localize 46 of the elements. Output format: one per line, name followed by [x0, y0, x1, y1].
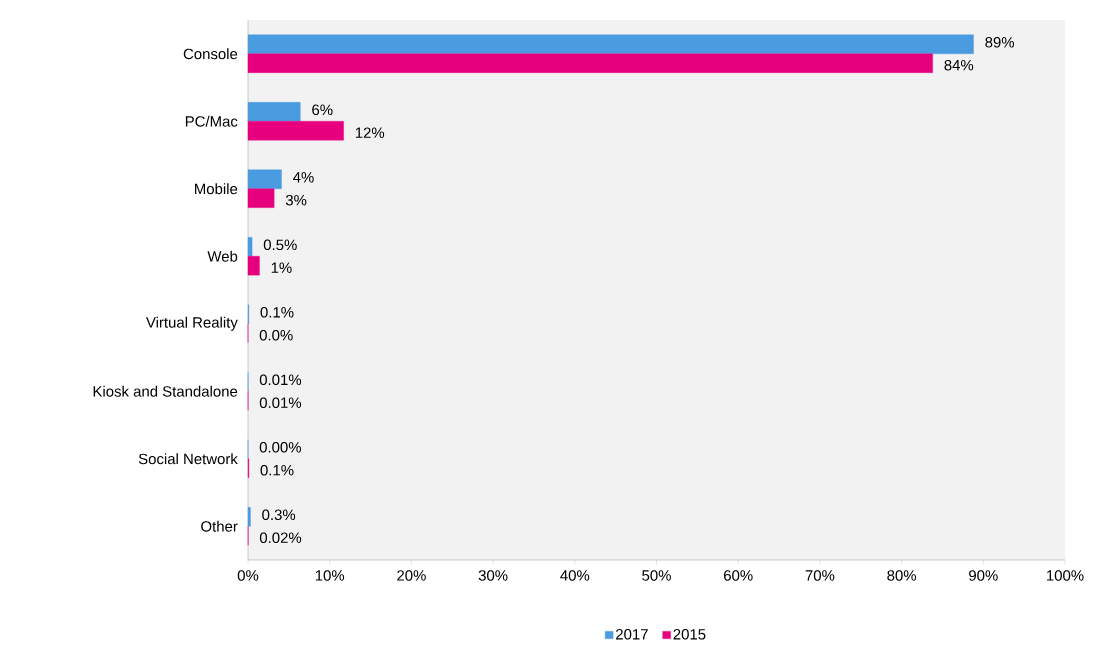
legend-label: 2015: [673, 628, 706, 640]
x-tick-label: 0%: [237, 570, 259, 581]
data-label: 3%: [285, 194, 307, 206]
bar: [247, 53, 933, 73]
x-tick-label: 50%: [642, 570, 671, 581]
bar: [247, 121, 344, 141]
data-label: 0.01%: [259, 397, 302, 408]
y-tick-label: PC/Mac: [185, 115, 238, 127]
y-tick-label: Web: [207, 250, 238, 262]
x-tick-label: 70%: [805, 570, 835, 581]
x-tick-label: 20%: [397, 570, 426, 581]
y-tick-label: Other: [201, 520, 238, 532]
x-tick-label: 90%: [969, 570, 998, 581]
data-label: 89%: [985, 37, 1015, 48]
data-label: 0.1%: [260, 464, 294, 476]
data-label: 1%: [271, 262, 292, 273]
data-label: 0.01%: [259, 374, 302, 386]
x-tick-label: 30%: [478, 570, 508, 581]
data-label: 0.0%: [259, 329, 293, 341]
data-label: 4%: [293, 172, 314, 183]
bar: [247, 34, 974, 54]
x-tick-label: 60%: [724, 570, 753, 581]
bar: [247, 237, 253, 257]
bar: [247, 169, 282, 189]
data-label: 84%: [944, 59, 974, 71]
bar: [247, 102, 301, 122]
legend-label: 2017: [616, 628, 648, 640]
data-label: 0.02%: [259, 532, 302, 543]
bar: [247, 188, 275, 208]
y-tick-label: Kiosk and Standalone: [93, 385, 238, 397]
x-tick-label: 10%: [315, 570, 345, 581]
data-label: 0.3%: [262, 509, 296, 521]
data-label: 0.1%: [260, 307, 294, 318]
bar: [247, 507, 251, 527]
y-tick-label: Virtual Reality: [145, 316, 238, 331]
y-tick-label: Social Network: [138, 453, 238, 465]
bar: [247, 256, 260, 276]
data-label: 0.00%: [259, 442, 301, 453]
x-tick-label: 80%: [887, 570, 917, 581]
x-tick-label: 40%: [560, 570, 590, 581]
data-label: 6%: [312, 104, 333, 116]
data-label: 0.5%: [263, 239, 297, 251]
data-label: 12%: [355, 127, 385, 138]
y-tick-label: Mobile: [195, 183, 238, 195]
x-tick-label: 100%: [1047, 570, 1084, 581]
y-tick-label: Console: [183, 48, 238, 60]
